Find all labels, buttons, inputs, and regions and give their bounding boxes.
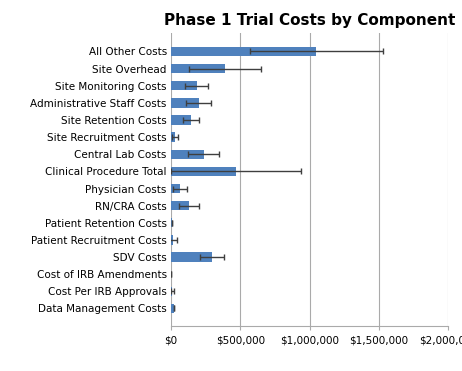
Bar	[171, 287, 172, 296]
Bar	[171, 81, 197, 91]
Bar	[171, 167, 236, 176]
Bar	[171, 115, 191, 125]
Bar	[171, 252, 212, 262]
Bar	[171, 184, 180, 193]
Bar	[171, 150, 203, 159]
Bar	[171, 132, 175, 142]
Bar	[171, 201, 189, 210]
Bar	[171, 64, 225, 73]
Bar	[171, 235, 173, 244]
Bar	[171, 98, 199, 108]
Bar	[171, 218, 172, 227]
Bar	[171, 304, 174, 313]
Bar	[171, 47, 316, 56]
Title: Phase 1 Trial Costs by Component: Phase 1 Trial Costs by Component	[164, 13, 455, 28]
